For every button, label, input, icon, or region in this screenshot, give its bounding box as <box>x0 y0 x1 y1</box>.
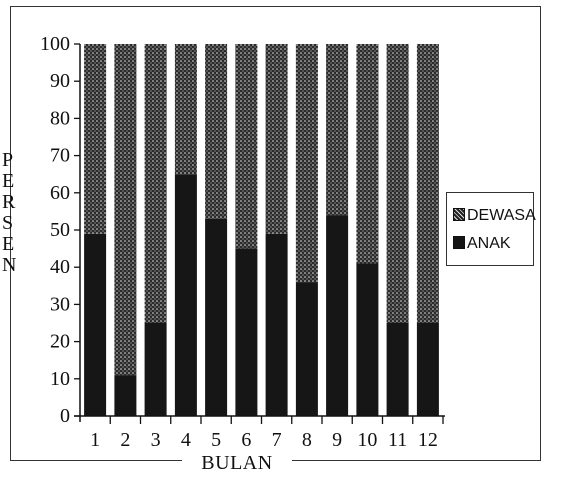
bar-anak-3 <box>144 323 167 416</box>
bar-anak-2 <box>114 375 137 416</box>
legend-label-anak: ANAK <box>467 235 511 252</box>
bar-dewasa-2 <box>114 44 137 376</box>
y-tick-label: 100 <box>40 33 70 55</box>
bar-anak-10 <box>356 263 379 416</box>
y-axis-title-letter: E <box>2 170 15 192</box>
bar-dewasa-7 <box>265 44 288 234</box>
y-tick-label: 60 <box>50 182 70 204</box>
y-tick-label: 10 <box>50 368 70 390</box>
bar-anak-9 <box>326 215 349 416</box>
bar-anak-1 <box>84 233 107 416</box>
y-tick-label: 40 <box>50 256 70 278</box>
legend-swatch-anak <box>453 236 465 249</box>
legend-item-anak: ANAK <box>453 235 511 253</box>
x-tick-label: 11 <box>388 429 407 451</box>
bar-dewasa-1 <box>84 44 107 234</box>
y-tick-label: 50 <box>50 219 70 241</box>
y-tick-label: 80 <box>50 107 70 129</box>
x-tick-label: 2 <box>120 429 130 451</box>
bar-anak-5 <box>205 218 228 416</box>
y-tick-label: 20 <box>50 331 70 353</box>
bar-dewasa-6 <box>235 44 258 249</box>
bar-dewasa-12 <box>416 44 439 323</box>
x-axis-title: BULAN <box>182 452 292 475</box>
legend: DEWASA ANAK <box>446 192 536 266</box>
x-tick-label: 9 <box>332 429 342 451</box>
legend-swatch-dewasa <box>453 208 465 221</box>
x-tick-label: 10 <box>357 429 377 451</box>
y-tick-label: 90 <box>50 70 70 92</box>
bar-dewasa-8 <box>295 44 318 283</box>
x-tick-label: 4 <box>181 429 191 451</box>
y-axis-title-letter: R <box>2 191 16 213</box>
y-axis-title-letter: P <box>2 149 14 171</box>
x-tick-label: 12 <box>418 429 438 451</box>
y-tick-label: 0 <box>60 405 70 427</box>
bar-anak-7 <box>265 233 288 416</box>
y-axis-title-letter: E <box>2 233 15 255</box>
bar-anak-4 <box>174 174 197 416</box>
x-tick-label: 3 <box>151 429 161 451</box>
legend-label-dewasa: DEWASA <box>467 207 536 224</box>
x-tick-label: 6 <box>241 429 251 451</box>
bar-dewasa-3 <box>144 44 167 323</box>
bar-dewasa-10 <box>356 44 379 264</box>
y-tick-label: 30 <box>50 293 70 315</box>
x-tick-label: 8 <box>302 429 312 451</box>
legend-item-dewasa: DEWASA <box>453 207 536 225</box>
x-tick-label: 1 <box>90 429 100 451</box>
bar-dewasa-5 <box>205 44 228 219</box>
bar-anak-11 <box>386 323 409 416</box>
x-tick-label: 5 <box>211 429 221 451</box>
bar-dewasa-9 <box>326 44 349 216</box>
y-axis-title-letter: S <box>2 212 14 234</box>
bar-dewasa-11 <box>386 44 409 323</box>
bar-anak-6 <box>235 248 258 416</box>
y-tick-label: 70 <box>50 145 70 167</box>
bar-dewasa-4 <box>174 44 197 175</box>
bar-anak-8 <box>295 282 318 416</box>
y-axis-title-letter: N <box>2 254 17 276</box>
x-tick-label: 7 <box>272 429 282 451</box>
bar-anak-12 <box>416 323 439 416</box>
